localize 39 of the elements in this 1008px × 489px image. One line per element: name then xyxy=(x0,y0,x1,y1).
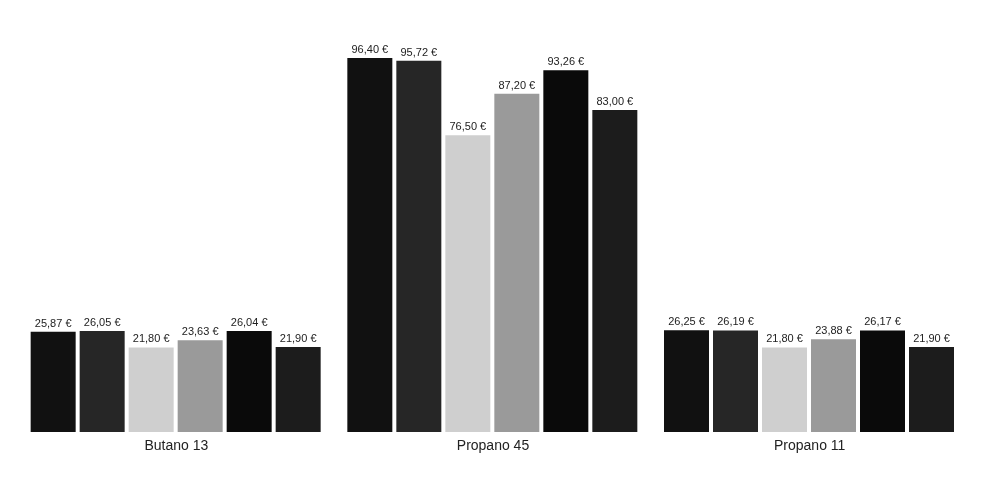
bar xyxy=(909,347,954,432)
bar xyxy=(226,330,272,432)
data-label: 26,17 € xyxy=(864,315,901,328)
bar xyxy=(177,340,223,432)
data-label: 76,50 € xyxy=(449,120,487,133)
x-tick-label: Butano 13 xyxy=(144,436,209,453)
bar xyxy=(30,331,76,432)
data-label: 83,00 € xyxy=(596,94,634,107)
bar xyxy=(713,330,758,432)
bar xyxy=(860,330,905,432)
data-label: 25,87 € xyxy=(34,316,72,329)
x-tick-label: Propano 45 xyxy=(456,436,530,453)
bar xyxy=(494,93,540,432)
data-label: 21,80 € xyxy=(766,332,803,345)
x-tick-label: Propano 11 xyxy=(773,436,846,453)
bar xyxy=(275,347,321,432)
bar xyxy=(811,339,856,432)
data-label: 26,04 € xyxy=(230,315,268,328)
data-label: 21,80 € xyxy=(132,332,170,345)
bar xyxy=(445,135,491,432)
data-label: 26,05 € xyxy=(83,315,121,328)
bar xyxy=(592,109,638,432)
bar xyxy=(664,330,709,432)
bar xyxy=(396,60,442,432)
bar xyxy=(128,347,174,432)
data-label: 93,26 € xyxy=(547,55,585,68)
data-label: 21,90 € xyxy=(913,332,950,345)
data-label: 96,40 € xyxy=(351,43,389,55)
bar xyxy=(347,58,393,432)
bar xyxy=(79,330,125,432)
bar xyxy=(762,347,807,432)
data-label: 26,25 € xyxy=(668,315,705,328)
data-label: 23,63 € xyxy=(181,325,219,338)
data-label: 95,72 € xyxy=(400,45,438,58)
bar xyxy=(543,70,589,432)
data-label: 87,20 € xyxy=(498,78,536,91)
data-label: 21,90 € xyxy=(279,332,317,345)
data-label: 23,88 € xyxy=(815,324,852,337)
data-label: 26,19 € xyxy=(717,315,754,328)
